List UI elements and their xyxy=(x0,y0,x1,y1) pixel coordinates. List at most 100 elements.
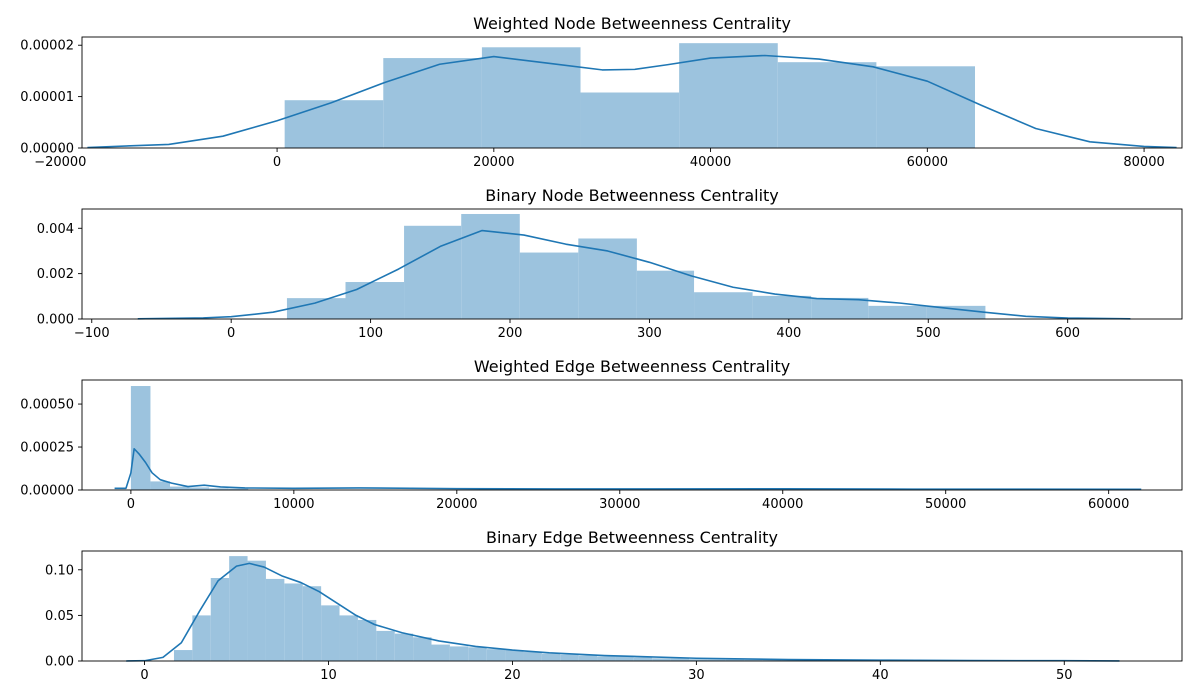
y-tick-label: 0.00000 xyxy=(20,484,74,499)
y-tick-label: 0.00050 xyxy=(20,398,74,413)
y-tick-label: 0.10 xyxy=(45,563,74,578)
histogram-bar xyxy=(523,651,542,661)
histogram-bar xyxy=(481,47,581,148)
histogram-bar xyxy=(468,647,487,661)
histogram-bar xyxy=(679,43,778,148)
x-tick-label: 0 xyxy=(273,155,281,170)
histogram-bar xyxy=(670,658,690,661)
histogram-bar xyxy=(284,583,303,661)
x-tick-label: 30 xyxy=(688,668,705,683)
histogram-bar xyxy=(694,292,753,319)
subplot-3: Weighted Edge Betweenness Centrality 0 100… xyxy=(20,357,1183,512)
x-tick-label: 600 xyxy=(1055,326,1080,341)
histogram-bar xyxy=(926,305,986,319)
histogram-bar xyxy=(189,487,210,490)
subplot-4: Binary Edge Betweenness Centrality 0 10 20 3… xyxy=(45,528,1183,683)
x-tick-label: 10000 xyxy=(273,497,314,512)
histogram-bar xyxy=(707,659,726,661)
subplot-2: Binary Node Betweenness Centrality −100 0 1… xyxy=(37,186,1183,341)
x-tick-label: 200 xyxy=(498,326,523,341)
histogram-bar xyxy=(580,92,680,148)
y-tick-label: 0.00001 xyxy=(20,90,74,105)
x-tick-label: 0 xyxy=(127,497,135,512)
histogram-bar xyxy=(228,488,249,490)
axes-frame xyxy=(81,379,1183,491)
x-tick-label: 40000 xyxy=(690,155,731,170)
x-tick-label: 0 xyxy=(227,326,235,341)
x-tick-label: 20000 xyxy=(436,497,477,512)
histogram-bar xyxy=(192,615,211,661)
histogram-bar xyxy=(357,619,377,661)
x-tick-label: −100 xyxy=(74,326,110,341)
histogram-bar xyxy=(505,650,524,661)
kde-line xyxy=(137,229,1131,320)
histogram-bar xyxy=(636,270,695,319)
histogram-bar xyxy=(413,637,432,661)
histogram-bar xyxy=(302,586,322,661)
histogram-bar xyxy=(286,298,346,319)
chart-title: Weighted Edge Betweenness Centrality xyxy=(474,357,790,376)
histogram-bar xyxy=(486,649,506,661)
x-tick-label: 30000 xyxy=(599,497,640,512)
histogram-bar xyxy=(777,62,877,148)
x-tick-label: 20000 xyxy=(473,155,514,170)
histogram-bar xyxy=(876,66,976,148)
histogram-bar xyxy=(597,656,616,661)
histogram-bar xyxy=(868,305,927,319)
y-tick-label: 0.00025 xyxy=(20,441,74,456)
x-tick-label: 60000 xyxy=(907,155,948,170)
y-tick-label: 0.00 xyxy=(45,655,74,670)
histogram-bar xyxy=(752,295,812,319)
x-tick-label: 40 xyxy=(872,668,889,683)
subplot-1: Weighted Node Betweenness Centrality −200… xyxy=(20,14,1183,170)
histogram-bar xyxy=(811,297,869,319)
histogram-bar xyxy=(210,577,230,661)
histogram-bar xyxy=(383,58,482,148)
histogram-bar xyxy=(541,653,561,661)
chart-title: Binary Edge Betweenness Centrality xyxy=(486,528,778,547)
histogram-bar xyxy=(449,646,469,661)
x-tick-label: −20000 xyxy=(34,155,86,170)
chart-title: Weighted Node Betweenness Centrality xyxy=(473,14,791,33)
y-tick-label: 0.000 xyxy=(37,313,74,328)
x-tick-label: 20 xyxy=(504,668,521,683)
histogram-bar xyxy=(652,658,671,661)
histogram-bar xyxy=(560,654,579,661)
histogram-bar xyxy=(150,481,170,490)
histogram-bar xyxy=(578,655,598,661)
histogram-bar xyxy=(633,657,653,661)
histogram-bar xyxy=(615,656,634,661)
axes-frame xyxy=(81,550,1183,662)
histogram-bar xyxy=(170,486,190,490)
histogram-bar xyxy=(130,386,151,490)
y-tick-label: 0.002 xyxy=(37,267,74,282)
histogram-bar xyxy=(345,282,405,319)
histogram-bar xyxy=(229,556,248,661)
y-tick-label: 0.004 xyxy=(37,222,74,237)
histogram-bar xyxy=(265,578,285,661)
axes-frame xyxy=(81,36,1183,149)
x-tick-label: 300 xyxy=(637,326,662,341)
histogram-bar xyxy=(404,225,462,319)
kde-line xyxy=(114,447,1142,491)
x-tick-label: 50 xyxy=(1056,668,1073,683)
y-tick-label: 0.00000 xyxy=(20,142,74,157)
x-tick-label: 10 xyxy=(320,668,337,683)
axes-frame xyxy=(81,208,1183,320)
x-tick-label: 80000 xyxy=(1123,155,1164,170)
histogram-bar xyxy=(689,659,708,661)
histogram-bar xyxy=(461,213,520,319)
histogram-bar xyxy=(799,660,818,661)
x-tick-label: 40000 xyxy=(762,497,803,512)
x-tick-label: 100 xyxy=(358,326,383,341)
x-tick-label: 50000 xyxy=(925,497,966,512)
histogram-bar xyxy=(339,615,358,661)
x-tick-label: 400 xyxy=(776,326,801,341)
histogram-bar xyxy=(578,238,637,319)
kde-line xyxy=(87,54,1177,149)
x-tick-label: 0 xyxy=(140,668,148,683)
y-tick-label: 0.05 xyxy=(45,609,74,624)
x-tick-label: 60000 xyxy=(1088,497,1129,512)
histogram-bar xyxy=(376,630,395,661)
